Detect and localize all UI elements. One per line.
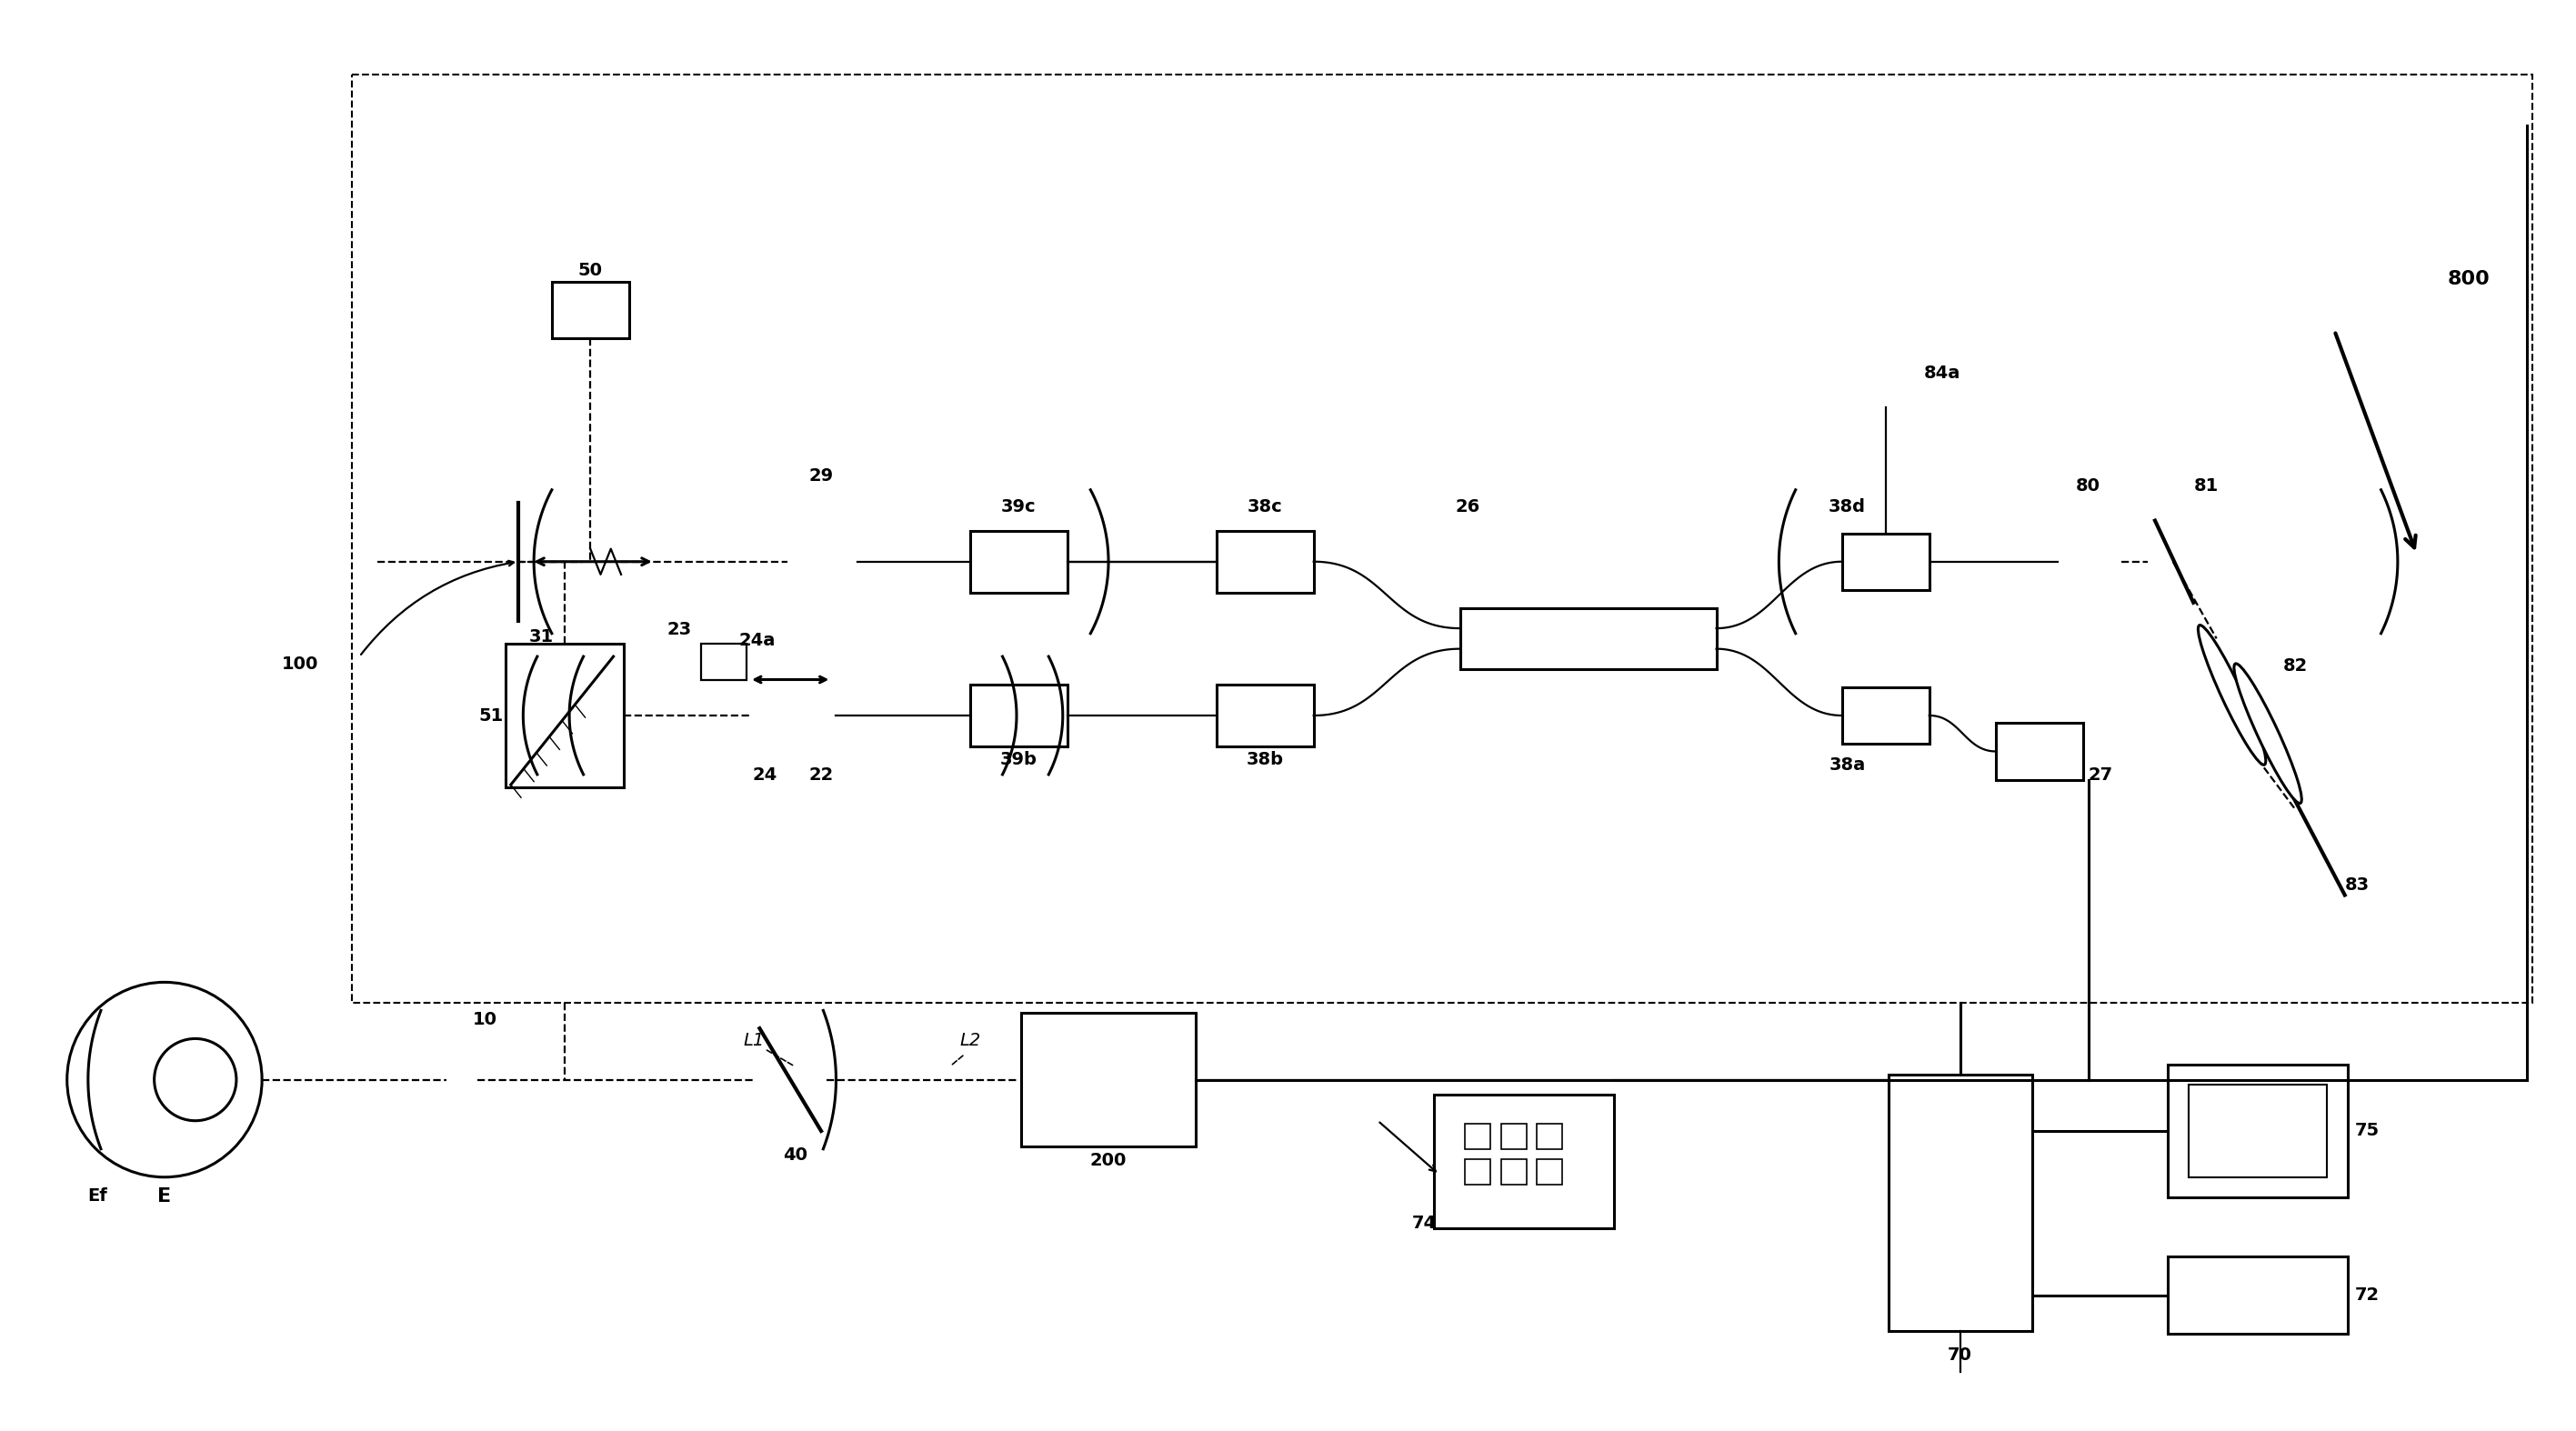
Bar <box>1216 531 1314 592</box>
Text: 29: 29 <box>809 468 835 485</box>
Bar <box>2169 1065 2347 1198</box>
Bar <box>1888 1075 2032 1331</box>
Text: 80: 80 <box>2076 478 2099 495</box>
Text: 10: 10 <box>471 1012 497 1029</box>
Text: 24: 24 <box>752 767 778 784</box>
Text: 23: 23 <box>667 621 693 638</box>
Text: 51: 51 <box>479 707 502 724</box>
Text: 75: 75 <box>2354 1122 2380 1139</box>
Ellipse shape <box>2233 664 2303 803</box>
Bar <box>1435 1095 1613 1228</box>
Bar <box>1466 1123 1492 1149</box>
Text: Ef: Ef <box>88 1188 108 1205</box>
Text: 800: 800 <box>2447 270 2491 289</box>
Bar <box>1461 608 1716 670</box>
Text: 84a: 84a <box>1924 365 1960 382</box>
Bar <box>701 644 747 680</box>
Bar <box>353 74 2532 1003</box>
Bar <box>1842 534 1929 590</box>
Text: 38d: 38d <box>1829 498 1865 515</box>
Bar <box>971 531 1066 592</box>
Text: 74: 74 <box>1412 1215 1437 1232</box>
Text: 38b: 38b <box>1247 751 1283 768</box>
Bar <box>1020 1013 1195 1146</box>
Text: 72: 72 <box>2354 1286 2380 1304</box>
Bar <box>505 644 623 787</box>
Text: 40: 40 <box>783 1146 809 1163</box>
Bar <box>1996 723 2084 780</box>
Text: 200: 200 <box>1090 1152 1126 1169</box>
Bar <box>971 684 1066 747</box>
Text: 82: 82 <box>2282 657 2308 674</box>
Text: 26: 26 <box>1455 498 1481 515</box>
Text: 70: 70 <box>1947 1347 1973 1364</box>
Text: E: E <box>157 1188 173 1205</box>
Text: 81: 81 <box>2195 478 2218 495</box>
Text: 22: 22 <box>809 767 835 784</box>
Text: 31: 31 <box>528 628 554 645</box>
Ellipse shape <box>2197 625 2267 764</box>
Text: 100: 100 <box>281 655 319 673</box>
Text: 83: 83 <box>2344 876 2370 893</box>
Bar <box>1502 1159 1528 1185</box>
Text: L1: L1 <box>744 1032 765 1049</box>
Bar <box>1538 1159 1564 1185</box>
Text: 38a: 38a <box>1829 757 1865 774</box>
Bar <box>551 282 629 339</box>
Text: L2: L2 <box>961 1032 981 1049</box>
Text: 38c: 38c <box>1247 498 1283 515</box>
Bar <box>1502 1123 1528 1149</box>
Bar <box>2190 1085 2326 1178</box>
Text: 39c: 39c <box>1002 498 1036 515</box>
Bar <box>1538 1123 1564 1149</box>
Bar <box>1466 1159 1492 1185</box>
Bar <box>2169 1256 2347 1334</box>
Text: 27: 27 <box>2089 767 2112 784</box>
Bar <box>1842 687 1929 744</box>
Text: 39b: 39b <box>999 751 1038 768</box>
Text: 24a: 24a <box>739 631 775 648</box>
Bar <box>1216 684 1314 747</box>
Text: 50: 50 <box>577 262 603 279</box>
